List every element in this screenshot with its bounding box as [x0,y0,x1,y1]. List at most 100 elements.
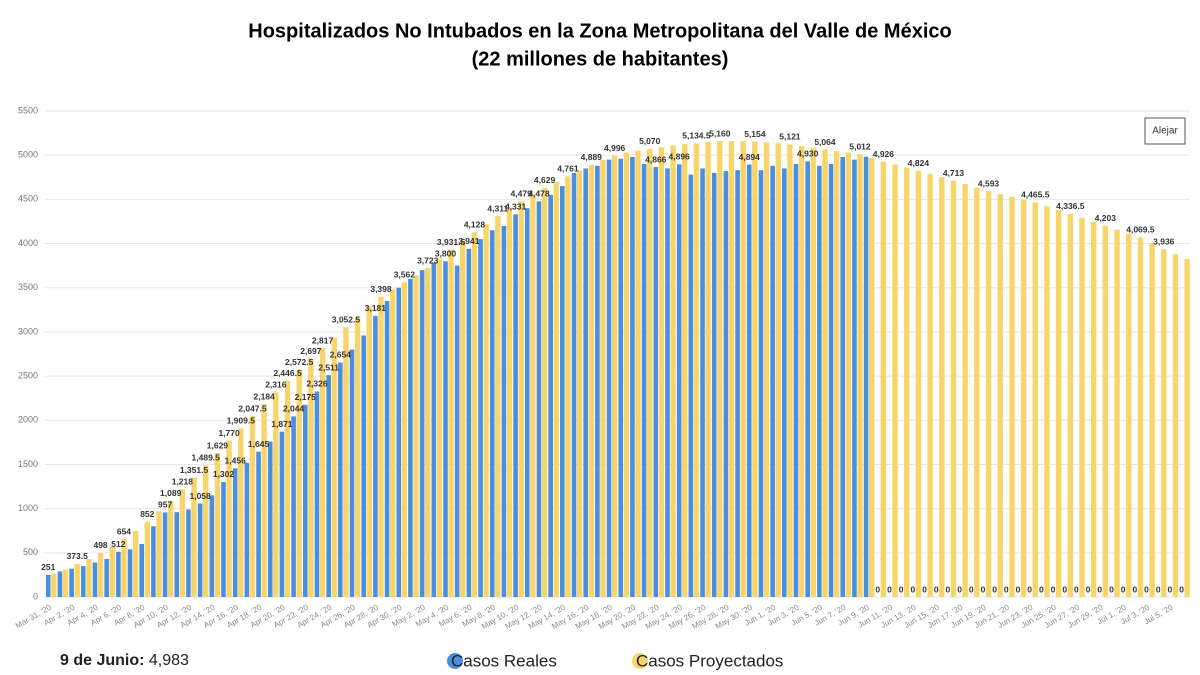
data-label: 1,489.5 [192,453,221,463]
data-label: 0 [934,584,939,594]
bar [495,216,501,597]
data-label: 654 [117,526,131,536]
bar [682,144,688,598]
data-label: 4,128 [464,219,486,229]
bar [244,462,250,597]
bar [197,503,203,597]
bar [974,187,980,597]
data-label: 0 [957,584,962,594]
zoom-button[interactable]: Alejar [1144,117,1186,145]
bar [116,551,121,597]
data-label: 5,012 [849,141,871,151]
bar [338,362,343,597]
bar [354,316,361,597]
bar [366,306,373,597]
data-label: 2,047.5 [238,403,267,413]
bar [541,187,548,597]
data-label: 0 [922,584,927,594]
data-label: 2,316 [265,380,287,390]
bar [711,172,717,597]
bar [793,164,799,597]
data-label: 5,154 [744,129,766,139]
bar [284,380,291,597]
bar [378,296,384,597]
data-label: 1,351.5 [180,465,209,475]
bar [693,143,700,597]
data-label: 0 [1016,584,1021,594]
bar [630,156,635,597]
bar [162,512,168,597]
bar [104,559,109,597]
bar [775,143,781,597]
bar [167,500,174,597]
data-label: 0 [887,584,892,594]
bar [460,240,466,598]
footer-label: 9 de Junio: [60,652,144,669]
bar [1032,202,1038,598]
bar [431,262,437,597]
bar [1009,196,1015,597]
bar [863,156,869,597]
bar [1137,237,1144,597]
bar [302,404,308,597]
data-label: 2,572.5 [285,357,314,367]
data-label: 3,931.5 [437,237,466,247]
bar [57,571,63,597]
data-label: 3,181 [365,303,387,313]
data-label: 2,697 [300,346,322,356]
bar [132,530,139,597]
data-label: 4,311 [487,203,508,213]
data-label: 1,456 [225,456,247,466]
data-label: 0 [875,584,880,594]
bar [483,224,489,597]
bar [1102,225,1109,597]
bar [343,327,349,597]
data-label: 0 [1004,584,1009,594]
footer-value: 4,983 [149,652,189,669]
bar [186,509,191,597]
data-label: 2,184 [254,391,276,401]
y-tick-label: 1500 [18,459,38,469]
bar [595,165,600,597]
bar [560,186,565,598]
bar [331,337,337,597]
bar [97,552,104,597]
data-label: 3,052.5 [332,315,361,325]
bar [319,348,326,597]
bar [904,167,910,597]
bar [787,144,793,598]
data-label: 251 [41,562,55,572]
data-label: 2,175 [295,392,317,402]
bar [798,145,805,598]
bar [74,563,80,597]
bar [606,159,612,597]
bar [308,358,314,597]
data-label: 3,398 [370,284,392,294]
bar [1044,206,1050,598]
bar [565,176,571,597]
bar [314,391,320,597]
bar [600,160,606,598]
button-frame[interactable] [1144,117,1186,145]
bar [553,182,559,597]
data-label: 4,889 [581,152,603,162]
bar [915,170,922,597]
data-label: 2,511 [318,362,339,372]
bar [658,147,665,597]
bar [817,165,822,597]
data-label: 2,326 [306,379,328,389]
bar [144,521,151,597]
button-label[interactable]: Alejar [1152,126,1178,137]
bar [717,141,723,597]
bar [214,453,221,597]
data-label: 0 [1051,584,1056,594]
bar [419,270,425,597]
bar [121,539,127,597]
chart-subtitle: (22 millones de habitantes) [472,48,729,70]
bar [361,335,367,597]
bar [852,159,857,597]
data-label: 0 [1168,584,1173,594]
bar [665,168,670,597]
bar [127,549,133,597]
bar [249,416,256,597]
